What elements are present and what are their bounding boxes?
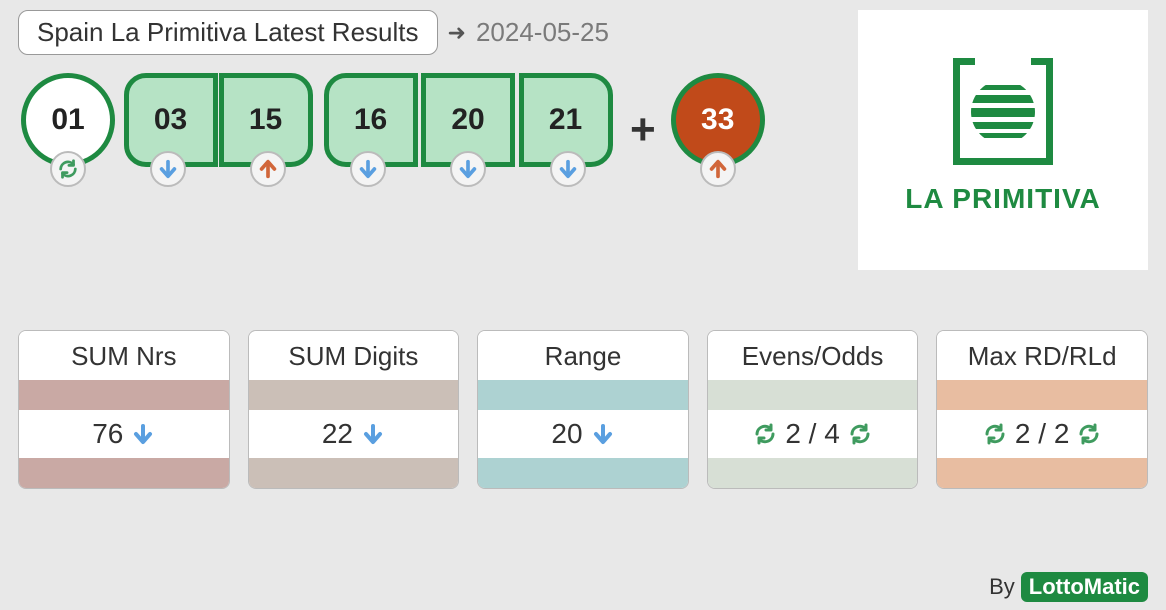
footer-by: By — [989, 574, 1015, 600]
refresh-icon — [848, 422, 872, 446]
arrow-up-icon — [700, 151, 736, 187]
balls-row: 010315162021+33 — [18, 73, 838, 187]
stat-band — [937, 380, 1147, 410]
stat-title: Evens/Odds — [708, 331, 918, 380]
stat-card: SUM Digits 22 — [248, 330, 460, 489]
stat-value: 2 / 2 — [937, 410, 1147, 458]
arrow-down-icon — [550, 151, 586, 187]
stat-title: SUM Digits — [249, 331, 459, 380]
logo-text: LA PRIMITIVA — [905, 183, 1101, 215]
stat-band — [19, 458, 229, 488]
stat-title: Range — [478, 331, 688, 380]
stats-row: SUM Nrs 76 SUM Digits 22 Range 20 Evens/Odds 2 … — [18, 330, 1148, 489]
stat-card: Max RD/RLd 2 / 2 — [936, 330, 1148, 489]
ball-wrap: 20 — [418, 73, 518, 187]
result-date: 2024-05-25 — [476, 17, 609, 48]
stat-card: Evens/Odds 2 / 4 — [707, 330, 919, 489]
arrow-up-icon — [250, 151, 286, 187]
refresh-icon — [983, 422, 1007, 446]
arrow-down-icon — [131, 422, 155, 446]
ball-wrap: 01 — [18, 73, 118, 187]
stat-band — [249, 380, 459, 410]
stat-value: 20 — [478, 410, 688, 458]
stat-value: 2 / 4 — [708, 410, 918, 458]
footer: By LottoMatic — [989, 572, 1148, 602]
stat-band — [708, 380, 918, 410]
page-title: Spain La Primitiva Latest Results — [18, 10, 438, 55]
stat-value: 76 — [19, 410, 229, 458]
refresh-icon — [1077, 422, 1101, 446]
refresh-icon — [753, 422, 777, 446]
stat-band — [708, 458, 918, 488]
arrow-down-icon — [450, 151, 486, 187]
lottery-logo: LA PRIMITIVA — [858, 10, 1148, 270]
arrow-right-icon: ➜ — [448, 20, 466, 46]
logo-mark-icon — [953, 65, 1053, 165]
ball-wrap: 15 — [218, 73, 318, 187]
bonus-ball-wrap: 33 — [668, 73, 768, 187]
arrow-down-icon — [150, 151, 186, 187]
stat-band — [19, 380, 229, 410]
footer-brand: LottoMatic — [1021, 572, 1148, 602]
arrow-down-icon — [591, 422, 615, 446]
arrow-down-icon — [361, 422, 385, 446]
stat-band — [478, 458, 688, 488]
refresh-icon — [50, 151, 86, 187]
stat-card: Range 20 — [477, 330, 689, 489]
stat-value: 22 — [249, 410, 459, 458]
stat-band — [478, 380, 688, 410]
ball-wrap: 03 — [118, 73, 218, 187]
stat-band — [249, 458, 459, 488]
arrow-down-icon — [350, 151, 386, 187]
stat-title: Max RD/RLd — [937, 331, 1147, 380]
stat-card: SUM Nrs 76 — [18, 330, 230, 489]
ball-wrap: 21 — [518, 73, 618, 187]
plus-icon: + — [630, 105, 656, 155]
stat-band — [937, 458, 1147, 488]
ball-wrap: 16 — [318, 73, 418, 187]
stat-title: SUM Nrs — [19, 331, 229, 380]
